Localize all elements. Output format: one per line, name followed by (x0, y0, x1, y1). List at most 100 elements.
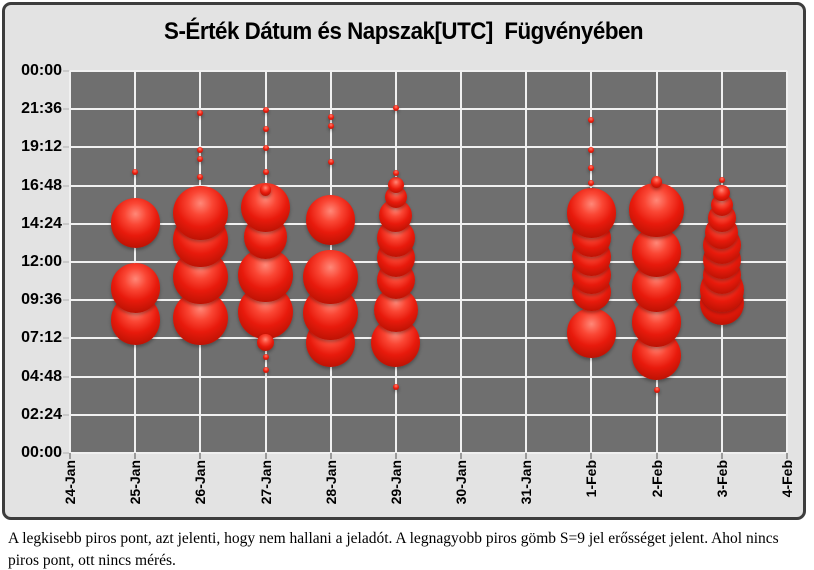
horizontal-gridline (70, 375, 787, 378)
signal-bubble (588, 117, 595, 124)
y-axis-tick (63, 222, 69, 225)
horizontal-gridline (70, 261, 787, 263)
signal-bubble (327, 113, 334, 120)
signal-bubble (392, 383, 399, 390)
signal-bubble (387, 176, 405, 194)
x-axis-tick (69, 453, 71, 459)
y-axis-label: 02:24 (21, 405, 62, 423)
x-axis-label: 4-Feb (779, 460, 795, 498)
signal-bubble (327, 158, 334, 165)
signal-bubble (588, 165, 595, 172)
x-axis-label: 27-Jan (257, 460, 274, 505)
x-axis-tick (394, 453, 397, 459)
horizontal-gridline (70, 222, 787, 225)
signal-bubble (197, 156, 204, 163)
x-axis-label: 1-Feb (583, 460, 600, 498)
signal-bubble (262, 353, 269, 360)
x-axis-tick (720, 453, 723, 459)
signal-bubble (132, 168, 139, 175)
chart-figure: S-Érték Dátum és Napszak[UTC] Fügvényébe… (2, 2, 806, 520)
signal-bubble (392, 105, 399, 112)
x-axis-tick (199, 453, 202, 459)
x-axis-label: 3-Feb (713, 460, 730, 498)
signal-bubble (257, 333, 274, 351)
signal-bubble (629, 182, 684, 238)
y-axis-label: 09:36 (21, 291, 62, 309)
horizontal-gridline (70, 299, 787, 302)
y-axis-tick (63, 375, 69, 378)
x-axis-label: 25-Jan (127, 460, 144, 505)
y-axis-tick (63, 337, 69, 340)
signal-bubble (262, 106, 269, 113)
vertical-gridline (786, 71, 788, 453)
y-axis-tick (63, 299, 69, 302)
signal-bubble (197, 110, 204, 117)
y-axis-label: 21:36 (21, 100, 62, 118)
y-axis-label: 07:12 (21, 329, 62, 347)
signal-bubble (306, 195, 356, 245)
y-axis-tick (63, 413, 69, 416)
y-axis-label: 14:24 (21, 214, 62, 232)
signal-bubble (588, 179, 595, 186)
y-axis-tick (63, 184, 69, 187)
caption: A legkisebb piros pont, azt jelenti, hog… (8, 530, 779, 569)
x-axis-label: 26-Jan (192, 460, 209, 505)
x-axis-tick (590, 453, 593, 459)
y-axis-label: 16:48 (21, 176, 62, 194)
signal-bubble (566, 188, 617, 238)
signal-bubble (259, 184, 272, 196)
signal-bubble (197, 174, 204, 181)
signal-bubble (110, 198, 160, 248)
horizontal-gridline (70, 413, 787, 416)
signal-bubble (110, 263, 160, 313)
signal-bubble (713, 184, 731, 202)
x-axis-tick (786, 453, 788, 459)
signal-bubble (653, 386, 660, 393)
x-axis-tick (655, 453, 658, 459)
signal-bubble (327, 122, 334, 129)
signal-bubble (262, 366, 269, 373)
y-axis-label: 00:00 (21, 62, 62, 79)
y-axis-label: 12:00 (21, 253, 62, 270)
horizontal-gridline (70, 108, 787, 111)
y-axis-label: 19:12 (21, 138, 62, 156)
signal-bubble (392, 170, 399, 177)
horizontal-gridline (70, 337, 787, 340)
y-axis-label: 00:00 (21, 444, 62, 461)
signal-bubble (262, 169, 269, 176)
x-axis-label: 2-Feb (648, 460, 665, 498)
x-axis-label: 29-Jan (387, 460, 404, 505)
signal-bubble (173, 185, 228, 241)
y-axis-tick (63, 261, 69, 263)
y-axis-tick (63, 108, 69, 111)
horizontal-gridline (70, 146, 787, 149)
signal-bubble (566, 308, 617, 358)
horizontal-gridline (70, 452, 787, 454)
y-axis-tick (63, 70, 69, 72)
horizontal-gridline (70, 70, 787, 72)
x-axis-tick (264, 453, 267, 459)
plot-area (69, 70, 788, 454)
x-axis-tick (525, 453, 528, 459)
signal-bubble (262, 144, 269, 151)
signal-bubble (303, 249, 359, 305)
x-axis-label: 24-Jan (62, 460, 78, 505)
horizontal-gridline (70, 184, 787, 187)
y-axis-tick (63, 452, 69, 454)
chart-title: S-Érték Dátum és Napszak[UTC] Fügvényébe… (5, 18, 803, 46)
x-axis-tick (134, 453, 137, 459)
signal-bubble (262, 126, 269, 133)
y-axis-label: 04:48 (21, 367, 62, 385)
x-axis-label: 31-Jan (518, 460, 535, 505)
y-axis-tick (63, 146, 69, 149)
chart-title-text: S-Érték Dátum és Napszak[UTC] Fügvényébe… (164, 18, 644, 45)
signal-bubble (718, 177, 725, 184)
x-axis-tick (460, 453, 463, 459)
signal-bubble (588, 147, 595, 154)
x-axis-tick (329, 453, 332, 459)
x-axis-label: 30-Jan (453, 460, 470, 505)
x-axis-label: 28-Jan (322, 460, 339, 505)
signal-bubble (650, 176, 663, 188)
signal-bubble (197, 147, 204, 154)
